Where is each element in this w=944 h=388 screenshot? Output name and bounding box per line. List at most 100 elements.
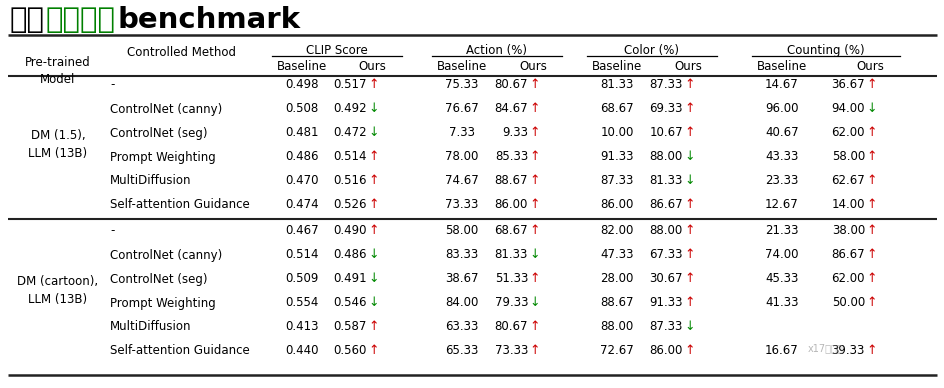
Text: 79.33: 79.33 — [494, 296, 528, 310]
Text: 图文: 图文 — [10, 6, 45, 34]
Text: 88.00: 88.00 — [649, 225, 683, 237]
Text: ↑: ↑ — [529, 126, 539, 140]
Text: ↑: ↑ — [529, 320, 539, 334]
Text: ↑: ↑ — [683, 126, 694, 140]
Text: benchmark: benchmark — [117, 6, 300, 34]
Text: 0.472: 0.472 — [333, 126, 366, 140]
Text: 68.67: 68.67 — [599, 102, 633, 116]
Text: 43.33: 43.33 — [765, 151, 798, 163]
Text: ControlNet (seg): ControlNet (seg) — [110, 272, 208, 286]
Text: ↑: ↑ — [683, 248, 694, 262]
Text: 81.33: 81.33 — [599, 78, 633, 92]
Text: ↑: ↑ — [367, 345, 379, 357]
Text: 65.33: 65.33 — [445, 345, 479, 357]
Text: ↓: ↓ — [683, 320, 694, 334]
Text: 0.514: 0.514 — [333, 151, 366, 163]
Text: 0.470: 0.470 — [285, 175, 318, 187]
Text: 41.33: 41.33 — [765, 296, 798, 310]
Text: ↑: ↑ — [529, 78, 539, 92]
Text: 9.33: 9.33 — [501, 126, 528, 140]
Text: ↑: ↑ — [367, 78, 379, 92]
Text: ↑: ↑ — [529, 102, 539, 116]
Text: 74.00: 74.00 — [765, 248, 798, 262]
Text: 0.413: 0.413 — [285, 320, 318, 334]
Text: 50.00: 50.00 — [831, 296, 864, 310]
Text: ↑: ↑ — [865, 272, 876, 286]
Text: 68.67: 68.67 — [494, 225, 528, 237]
Text: 0.517: 0.517 — [333, 78, 366, 92]
Text: 80.67: 80.67 — [494, 320, 528, 334]
Text: ↑: ↑ — [683, 272, 694, 286]
Text: 30.67: 30.67 — [649, 272, 683, 286]
Text: 10.67: 10.67 — [649, 126, 683, 140]
Text: 82.00: 82.00 — [599, 225, 633, 237]
Text: 7.33: 7.33 — [448, 126, 475, 140]
Text: 14.00: 14.00 — [831, 199, 864, 211]
Text: ↑: ↑ — [865, 199, 876, 211]
Text: 72.67: 72.67 — [599, 345, 633, 357]
Text: ↑: ↑ — [367, 151, 379, 163]
Text: Action (%): Action (%) — [466, 44, 527, 57]
Text: ↑: ↑ — [865, 296, 876, 310]
Text: 51.33: 51.33 — [494, 272, 528, 286]
Text: Ours: Ours — [518, 60, 547, 73]
Text: Controlled Method: Controlled Method — [126, 46, 236, 59]
Text: 67.33: 67.33 — [649, 248, 683, 262]
Text: ↑: ↑ — [865, 345, 876, 357]
Text: ControlNet (canny): ControlNet (canny) — [110, 248, 222, 262]
Text: ↑: ↑ — [683, 102, 694, 116]
Text: ↓: ↓ — [865, 102, 876, 116]
Text: 75.33: 75.33 — [445, 78, 479, 92]
Text: 62.00: 62.00 — [831, 126, 864, 140]
Text: 38.67: 38.67 — [445, 272, 479, 286]
Text: ↑: ↑ — [529, 151, 539, 163]
Text: 0.508: 0.508 — [285, 102, 318, 116]
Text: ↑: ↑ — [683, 78, 694, 92]
Text: 0.514: 0.514 — [285, 248, 318, 262]
Text: ↑: ↑ — [683, 345, 694, 357]
Text: 0.492: 0.492 — [333, 102, 366, 116]
Text: ↑: ↑ — [683, 225, 694, 237]
Text: ↑: ↑ — [865, 248, 876, 262]
Text: ↓: ↓ — [367, 296, 379, 310]
Text: 78.00: 78.00 — [445, 151, 479, 163]
Text: 36.67: 36.67 — [831, 78, 864, 92]
Text: 0.516: 0.516 — [333, 175, 366, 187]
Text: ↓: ↓ — [367, 126, 379, 140]
Text: ↓: ↓ — [529, 248, 539, 262]
Text: ↑: ↑ — [865, 225, 876, 237]
Text: 88.00: 88.00 — [649, 151, 683, 163]
Text: DM (1.5),
LLM (13B): DM (1.5), LLM (13B) — [28, 130, 88, 161]
Text: x17新智元: x17新智元 — [807, 343, 843, 353]
Text: ↑: ↑ — [683, 296, 694, 310]
Text: Prompt Weighting: Prompt Weighting — [110, 151, 215, 163]
Text: 76.67: 76.67 — [445, 102, 479, 116]
Text: ↑: ↑ — [529, 272, 539, 286]
Text: Self-attention Guidance: Self-attention Guidance — [110, 199, 249, 211]
Text: ↓: ↓ — [683, 175, 694, 187]
Text: 87.33: 87.33 — [649, 78, 683, 92]
Text: 88.00: 88.00 — [599, 320, 633, 334]
Text: 0.474: 0.474 — [285, 199, 318, 211]
Text: MultiDiffusion: MultiDiffusion — [110, 175, 192, 187]
Text: 62.00: 62.00 — [831, 272, 864, 286]
Text: ↓: ↓ — [529, 296, 539, 310]
Text: ↑: ↑ — [865, 126, 876, 140]
Text: ↓: ↓ — [367, 102, 379, 116]
Text: 74.67: 74.67 — [445, 175, 479, 187]
Text: ControlNet (canny): ControlNet (canny) — [110, 102, 222, 116]
Text: Ours: Ours — [673, 60, 701, 73]
Text: ControlNet (seg): ControlNet (seg) — [110, 126, 208, 140]
Text: 83.33: 83.33 — [445, 248, 478, 262]
Text: 69.33: 69.33 — [649, 102, 683, 116]
Text: ↑: ↑ — [865, 175, 876, 187]
Text: 86.00: 86.00 — [494, 199, 528, 211]
Text: 96.00: 96.00 — [765, 102, 798, 116]
Text: 45.33: 45.33 — [765, 272, 798, 286]
Text: ↑: ↑ — [529, 345, 539, 357]
Text: ↑: ↑ — [529, 225, 539, 237]
Text: ↑: ↑ — [367, 175, 379, 187]
Text: -: - — [110, 225, 114, 237]
Text: 39.33: 39.33 — [831, 345, 864, 357]
Text: 86.67: 86.67 — [649, 199, 683, 211]
